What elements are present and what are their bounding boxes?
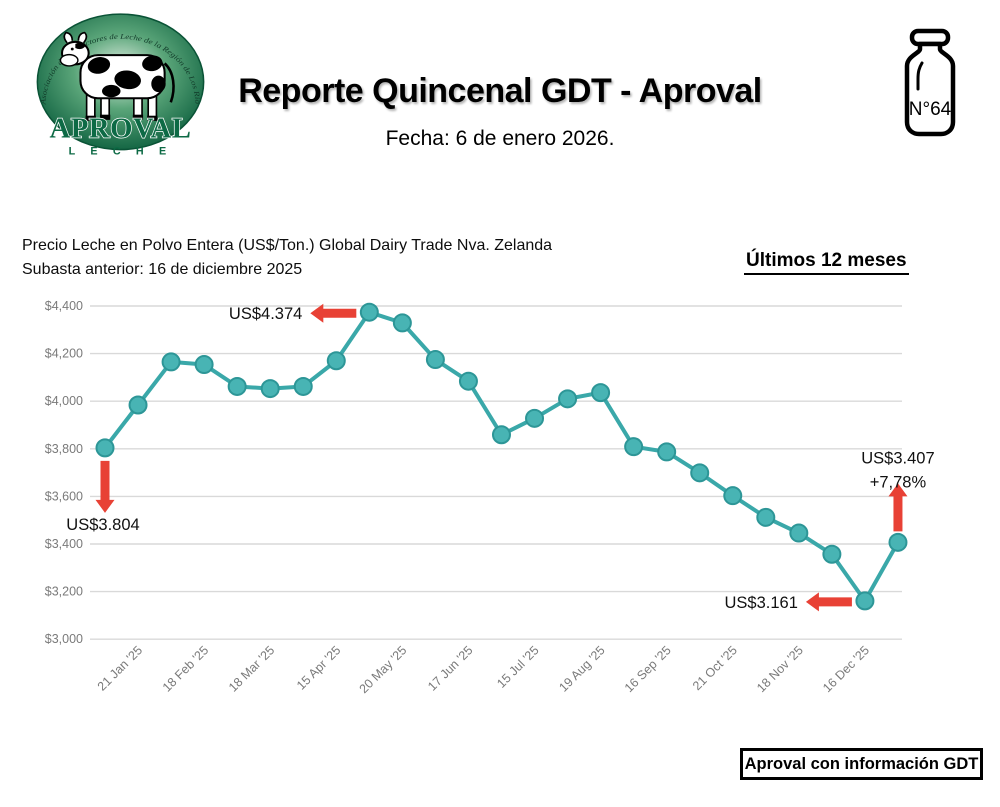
x-tick-label: 15 Jul '25 (494, 643, 541, 690)
x-tick-label: 15 Apr '25 (294, 643, 343, 692)
logo-subname: L E C H E (69, 146, 173, 158)
data-point (161, 352, 181, 372)
data-point (591, 383, 611, 403)
data-point (789, 523, 809, 543)
data-point (458, 371, 478, 391)
annotation-arrow-icon (888, 483, 908, 532)
x-tick-label: 20 May '25 (357, 643, 410, 696)
data-point (392, 313, 412, 333)
gridlines (90, 305, 902, 640)
data-points (95, 302, 908, 611)
annotation-label: +7,78% (870, 473, 927, 491)
source-box: Aproval con información GDT (740, 748, 983, 780)
x-tick-label: 17 Jun '25 (425, 643, 475, 693)
period-label: Últimos 12 meses (744, 250, 909, 275)
page-title: Reporte Quincenal GDT - Aproval (238, 72, 762, 110)
data-point (690, 463, 710, 483)
annotation-label: US$3.407 (861, 449, 934, 467)
data-point (227, 376, 247, 396)
x-tick-label: 18 Nov '25 (754, 643, 806, 695)
y-tick-label: $4,200 (45, 347, 83, 361)
y-tick-label: $4,400 (45, 299, 83, 313)
x-tick-label: 21 Jan '25 (95, 643, 145, 693)
data-point (95, 438, 115, 458)
aproval-logo-graphic: Asociación de Productores de Leche de la… (32, 3, 205, 158)
y-axis-labels: $4,400 $4,200 $4,000 $3,800 $3,600 $3,400 $3,2… (45, 299, 83, 646)
x-tick-label: 18 Feb '25 (160, 643, 211, 694)
x-tick-label: 19 Aug '25 (556, 643, 607, 694)
data-point (657, 442, 677, 462)
source-label: Aproval con información GDT (744, 754, 979, 773)
data-point (822, 544, 842, 564)
aproval-logo: Asociación de Productores de Leche de la… (32, 3, 208, 166)
y-tick-label: $3,600 (45, 489, 83, 503)
x-axis-labels: 21 Jan '25 18 Feb '25 18 Mar '25 15 Apr '25… (95, 643, 872, 696)
logo-name: APROVAL (50, 112, 192, 144)
y-tick-label: $3,400 (45, 537, 83, 551)
annotation-label: US$3.804 (66, 516, 139, 534)
data-point (558, 389, 578, 409)
issue-badge: N°64 (891, 28, 969, 142)
annotation-label: US$3.161 (725, 594, 798, 612)
x-tick-label: 21 Oct '25 (690, 643, 740, 693)
data-point (260, 379, 280, 399)
x-tick-label: 16 Sep '25 (622, 643, 674, 695)
y-tick-label: $3,000 (45, 632, 83, 646)
data-point (525, 408, 545, 428)
annotation-arrow-icon (805, 592, 852, 612)
data-point (194, 355, 214, 375)
data-point (425, 350, 445, 370)
annotation-label: US$4.374 (229, 305, 302, 323)
data-point (326, 351, 346, 371)
annotation-arrow-icon (95, 460, 115, 513)
data-point (359, 302, 379, 322)
milk-bottle-icon: N°64 (904, 28, 956, 137)
chart-subtitle-line2: Subasta anterior: 16 de diciembre 2025 (22, 261, 303, 278)
x-tick-label: 16 Dec '25 (820, 643, 872, 695)
data-point (128, 395, 148, 415)
price-line (103, 310, 900, 603)
y-tick-label: $3,200 (45, 585, 83, 599)
data-point (888, 532, 908, 552)
chart-subtitle: Precio Leche en Polvo Entera (US$/Ton.) … (22, 234, 552, 282)
x-tick-label: 18 Mar '25 (226, 643, 277, 694)
data-point (723, 486, 743, 506)
annotations: US$3.804 US$4.374 US$3.161 US$3.407 +7,78% (66, 303, 935, 612)
y-tick-label: $3,800 (45, 442, 83, 456)
price-line-chart: $4,400 $4,200 $4,000 $3,800 $3,600 $3,400 $3,2… (45, 299, 935, 696)
chart-subtitle-line1: Precio Leche en Polvo Entera (US$/Ton.) … (22, 237, 553, 254)
report-date: Fecha: 6 de enero 2026. (385, 127, 615, 150)
cow-illustration (59, 31, 175, 121)
issue-number: N°64 (909, 99, 952, 120)
data-point (855, 591, 875, 611)
y-tick-label: $4,000 (45, 394, 83, 408)
data-point (756, 507, 776, 527)
data-point (624, 437, 644, 457)
data-point (491, 425, 511, 445)
annotation-arrow-icon (310, 303, 357, 323)
data-point (293, 376, 313, 396)
